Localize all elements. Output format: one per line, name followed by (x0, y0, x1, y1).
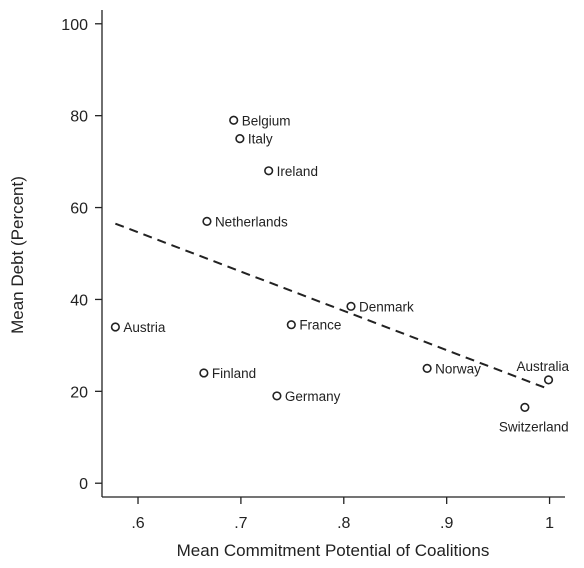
point-label: Netherlands (215, 214, 288, 229)
x-tick-label: .7 (234, 515, 247, 532)
y-tick-label: 100 (61, 17, 88, 34)
data-point (264, 166, 274, 176)
data-point (110, 322, 120, 332)
data-point (543, 375, 554, 385)
point-label: Ireland (277, 164, 318, 179)
fit-line-layer (115, 222, 549, 390)
point-label: Germany (285, 389, 341, 404)
point-label: Belgium (242, 113, 291, 128)
data-point (520, 402, 530, 413)
point-label: Finland (212, 366, 256, 381)
x-axis-title: Mean Commitment Potential of Coalitions (177, 541, 490, 560)
x-tick-label: .8 (337, 515, 350, 532)
y-axis-title: Mean Debt (Percent) (8, 176, 27, 334)
y-tick-label: 60 (70, 201, 88, 218)
point-label: Austria (123, 320, 166, 335)
point-label: Switzerland (499, 419, 569, 434)
y-tick-label: 40 (70, 292, 88, 309)
point-label: Norway (435, 361, 481, 376)
fit-line (115, 222, 549, 390)
data-point (202, 216, 212, 226)
x-tick-label: .9 (440, 515, 453, 532)
axes: 0 20 40 60 80 100 .6 .7 .8 .9 1 (61, 10, 565, 532)
point-label: France (299, 318, 341, 333)
data-point (272, 391, 282, 401)
data-point (229, 115, 239, 125)
y-tick-label: 0 (79, 476, 88, 493)
x-tick-label: .6 (131, 515, 144, 532)
y-tick-label: 80 (70, 109, 88, 126)
data-point (286, 320, 296, 330)
data-point (422, 363, 432, 373)
data-point (235, 134, 245, 144)
y-tick-label: 20 (70, 384, 88, 401)
point-label: Denmark (359, 299, 414, 314)
point-label: Italy (248, 132, 273, 147)
data-points: Belgium Italy Ireland Netherlands Denmark Aus… (110, 113, 570, 434)
point-label: Australia (517, 359, 570, 374)
x-tick-label: 1 (545, 515, 554, 532)
data-point (199, 368, 209, 378)
data-point (346, 301, 356, 311)
